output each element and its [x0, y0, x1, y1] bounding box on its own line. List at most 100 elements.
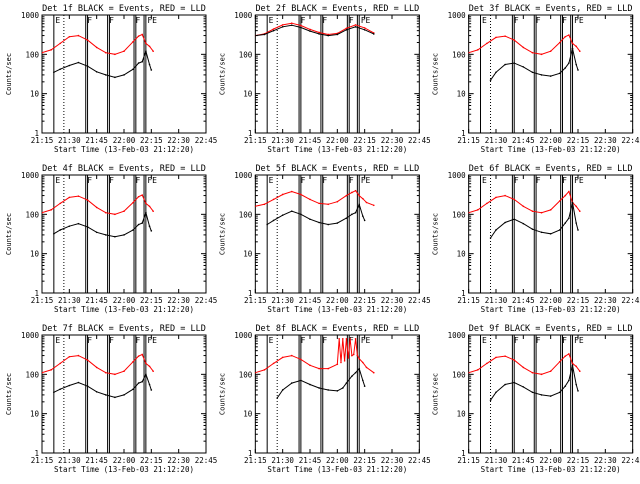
lld-point	[365, 366, 368, 369]
y-axis-label: Counts/sec	[218, 373, 226, 415]
lld-point	[495, 356, 497, 359]
lld-point	[309, 198, 311, 201]
lld-point	[272, 198, 275, 201]
lld-point	[290, 190, 293, 193]
events-point	[577, 69, 579, 71]
x-tick-label: 21:30	[58, 456, 81, 465]
events-point	[540, 74, 543, 76]
events-point	[489, 237, 492, 239]
lld-point	[579, 370, 581, 373]
events-point	[276, 397, 278, 399]
y-tick-label: 100	[25, 50, 39, 59]
y-axis-label: Counts/sec	[218, 53, 226, 95]
marker-label: FE	[147, 336, 157, 345]
events-point	[53, 71, 55, 74]
x-tick-label: 21:45	[299, 136, 322, 145]
x-tick-label: 22:15	[353, 456, 376, 465]
lld-point	[349, 338, 351, 340]
events-point	[549, 232, 552, 235]
x-tick-label: 21:30	[58, 136, 81, 145]
events-point	[495, 229, 497, 231]
x-tick-label: 22:30	[381, 296, 404, 305]
y-axis-label: Counts/sec	[5, 53, 13, 95]
events-point	[95, 231, 98, 234]
lld-point	[354, 338, 357, 340]
marker-label: E	[55, 176, 60, 185]
x-tick-label: 21:15	[457, 296, 480, 305]
events-point	[489, 399, 492, 401]
lld-point	[358, 357, 360, 360]
marker-label: F	[109, 16, 114, 25]
marker-label: F	[536, 16, 541, 25]
x-tick-label: 22:45	[408, 296, 431, 305]
marker-label: E	[55, 16, 60, 25]
lld-point	[137, 35, 140, 37]
y-tick-label: 1000	[448, 171, 467, 180]
x-tick-label: 21:15	[457, 456, 480, 465]
marker-label: E	[55, 336, 60, 345]
marker-label: F	[136, 176, 141, 185]
lld-point	[504, 194, 506, 197]
lld-point	[137, 355, 140, 357]
events-point	[77, 222, 80, 225]
lld-point	[114, 53, 116, 56]
events-point	[137, 223, 140, 226]
y-tick-label: 100	[25, 210, 39, 219]
x-axis-label: Start Time (13-Feb-03 21:12:20)	[54, 145, 194, 154]
y-tick-label: 1000	[448, 11, 467, 20]
plot-frame	[468, 334, 634, 454]
x-tick-label: 21:15	[457, 136, 480, 145]
y-tick-label: 100	[452, 370, 466, 379]
x-axis-label: Start Time (13-Feb-03 21:12:20)	[481, 465, 621, 474]
lld-point	[95, 366, 98, 369]
lld-point	[564, 35, 567, 38]
lld-point	[114, 373, 116, 376]
panel-1: Det 1f BLACK = Events, RED = LLD Counts/s…	[5, 4, 217, 154]
events-point	[77, 381, 80, 384]
events-point	[504, 221, 506, 224]
events-point	[522, 66, 525, 68]
events-point	[77, 61, 80, 64]
lld-point	[351, 354, 353, 357]
marker-label: E	[269, 16, 274, 25]
events-point	[150, 230, 153, 232]
lld-point	[300, 24, 302, 27]
y-tick-label: 1000	[234, 11, 253, 20]
lld-point	[372, 204, 375, 207]
x-tick-label: 21:15	[31, 136, 54, 145]
lld-point	[345, 27, 348, 30]
events-point	[318, 33, 320, 35]
lld-point	[327, 33, 330, 36]
y-axis-label: Counts/sec	[5, 213, 13, 255]
lld-point	[352, 353, 355, 356]
events-point	[345, 217, 348, 219]
events-point	[363, 219, 366, 222]
y-axis-label: Counts/sec	[218, 213, 226, 255]
lld-point	[468, 211, 470, 214]
events-point	[327, 389, 330, 391]
marker-label: E	[269, 336, 274, 345]
events-point	[577, 229, 579, 231]
y-tick-label: 10	[457, 250, 467, 259]
x-tick-label: 22:00	[539, 296, 562, 305]
events-point	[351, 213, 353, 216]
panel-6: Det 6f BLACK = Events, RED = LLD Counts/s…	[432, 164, 640, 314]
x-tick-label: 22:15	[567, 456, 590, 465]
events-point	[150, 389, 153, 391]
events-series-line	[266, 202, 366, 226]
plot-area: E F F F FE	[468, 15, 584, 133]
marker-label: F	[136, 16, 141, 25]
lld-point	[476, 49, 479, 51]
events-point	[571, 47, 574, 50]
x-tick-label: 22:15	[353, 296, 376, 305]
lld-point	[141, 353, 144, 356]
lld-point	[141, 33, 144, 36]
lld-point	[152, 370, 154, 373]
lld-point	[50, 209, 52, 211]
x-tick-label: 21:30	[485, 296, 508, 305]
lld-point	[362, 361, 364, 364]
x-tick-label: 21:15	[244, 136, 267, 145]
lld-series-line	[468, 353, 581, 375]
x-tick-label: 21:45	[512, 136, 535, 145]
panel-4: Det 4f BLACK = Events, RED = LLD Counts/s…	[5, 164, 217, 314]
